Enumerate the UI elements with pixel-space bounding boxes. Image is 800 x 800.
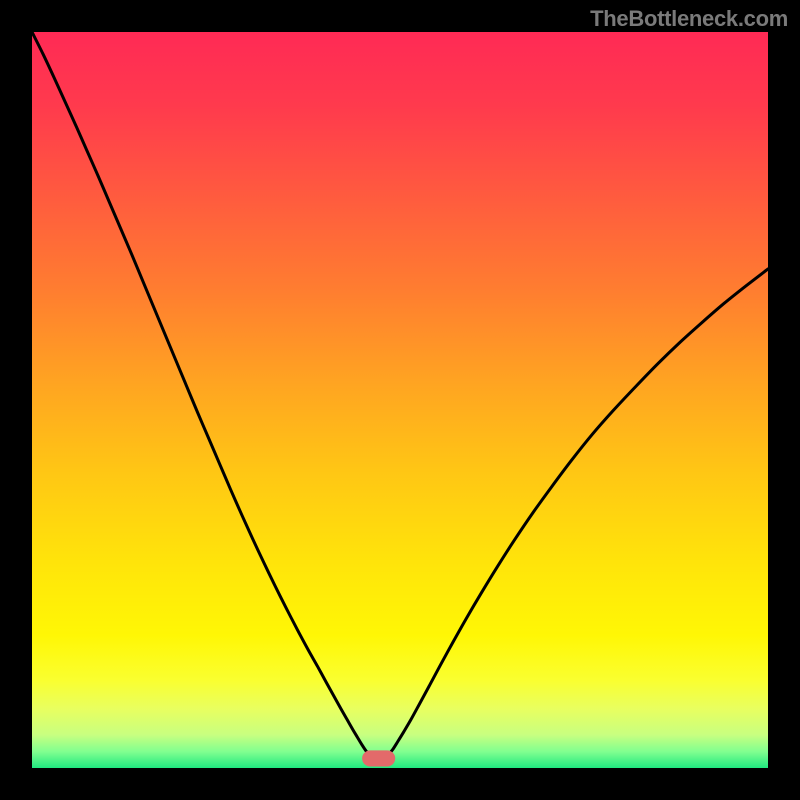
watermark-text: TheBottleneck.com (590, 6, 788, 32)
chart-svg (32, 32, 768, 768)
optimal-marker (362, 750, 395, 766)
chart-container: { "watermark": "TheBottleneck.com", "cha… (0, 0, 800, 800)
plot-area (32, 32, 768, 768)
gradient-background (32, 32, 768, 768)
